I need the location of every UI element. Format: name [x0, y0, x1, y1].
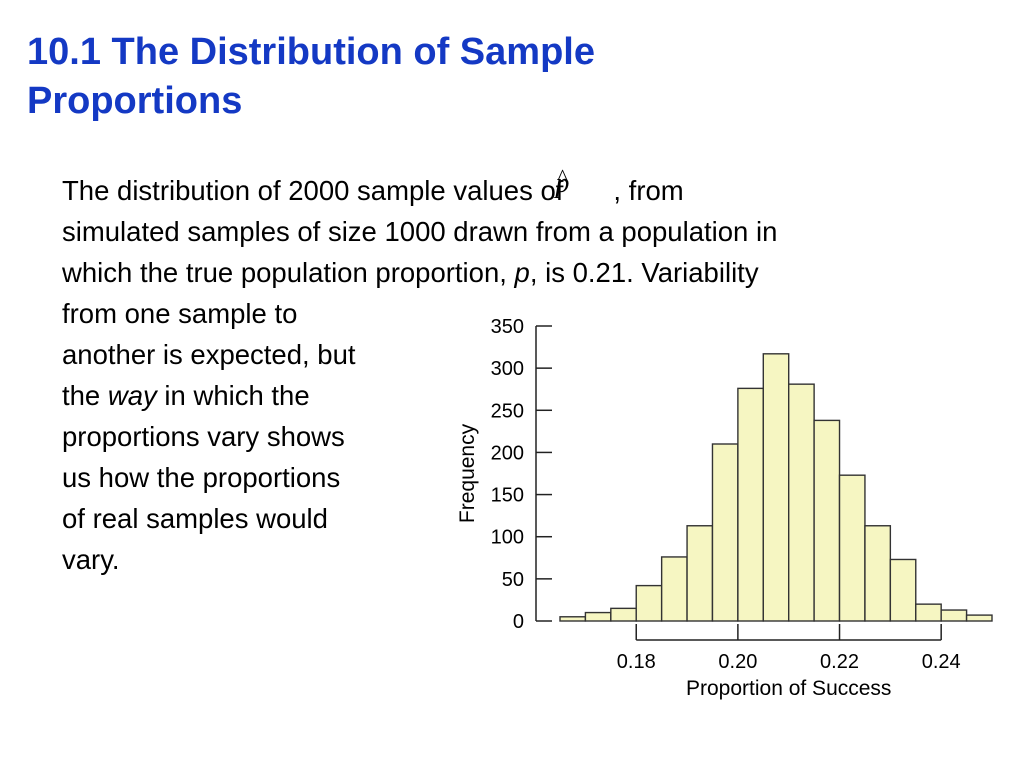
y-tick-label: 0 — [513, 611, 524, 633]
slide-title-line-2: Proportions — [27, 80, 243, 122]
wrap-line-7: vary. — [62, 544, 120, 575]
intro-line-3: which the true population proportion, p,… — [62, 252, 1002, 293]
histogram-bar — [711, 443, 739, 622]
y-tick-label: 50 — [502, 569, 524, 591]
slide-title: 10.1 The Distribution of Sample Proporti… — [27, 28, 747, 126]
p-hat-letter: p — [555, 168, 570, 199]
wrapped-paragraph: from one sample to another is expected, … — [62, 293, 442, 580]
wrap-line-4: proportions vary shows — [62, 421, 345, 452]
histogram-bar — [762, 353, 790, 622]
wrap-line-1: from one sample to — [62, 298, 298, 329]
histogram-bar — [965, 614, 993, 622]
histogram-bar — [813, 419, 841, 622]
histogram-bar — [635, 584, 663, 622]
y-tick-label: 200 — [491, 442, 524, 464]
histogram-bar — [584, 611, 612, 622]
y-tick-label: 350 — [491, 316, 524, 338]
wrap-line-3-b: in which the — [164, 380, 310, 411]
intro-line-3-p: p — [514, 257, 530, 288]
p-hat-symbol: ^ p — [555, 164, 613, 200]
histogram-bar — [838, 474, 866, 622]
y-tick-label: 300 — [491, 358, 524, 380]
y-tick-label: 150 — [491, 485, 524, 507]
intro-text-1: The distribution of 2000 sample values o… — [62, 175, 564, 206]
wrap-line-3: the way in which the — [62, 375, 442, 416]
histogram-bar — [864, 525, 892, 622]
x-axis-label: Proportion of Success — [686, 677, 891, 700]
y-tick-label: 250 — [491, 400, 524, 422]
histogram-bar — [559, 616, 587, 622]
histogram-bar — [889, 558, 917, 622]
x-tick-label: 0.20 — [718, 651, 757, 673]
histogram-bar — [788, 383, 815, 622]
histogram-bars — [559, 353, 993, 622]
wrap-line-3-em: way — [107, 380, 157, 411]
histogram-chart: 0 50 100 150 200 250 300 350 0.18 0.20 0.22 0.24 Pr… — [456, 316, 993, 700]
intro-text-2: , from — [613, 175, 684, 206]
x-tick-label: 0.22 — [820, 651, 859, 673]
intro-paragraph: The distribution of 2000 sample values o… — [62, 164, 1002, 293]
intro-line-3-b: , is 0.21. Variability — [529, 257, 759, 288]
y-tick-label: 100 — [491, 527, 524, 549]
wrap-line-3-a: the — [62, 380, 101, 411]
p-hat-caret: ^ — [557, 164, 568, 189]
histogram-bar — [660, 556, 688, 622]
wrap-line-2: another is expected, but — [62, 339, 356, 370]
x-tick-label: 0.18 — [617, 651, 656, 673]
wrap-line-6: of real samples would — [62, 503, 328, 534]
histogram-bar — [686, 525, 714, 622]
intro-line-2: simulated samples of size 1000 drawn fro… — [62, 216, 778, 247]
histogram-axes: 0 50 100 150 200 250 300 350 0.18 0.20 0.22 0.24 — [491, 316, 961, 673]
histogram-bar — [940, 609, 968, 622]
histogram-bar — [915, 603, 942, 622]
slide-title-line-1: 10.1 The Distribution of Sample — [27, 31, 595, 73]
histogram-bar — [610, 607, 637, 622]
intro-line-3-a: which the true population proportion, — [62, 257, 507, 288]
x-tick-label: 0.24 — [922, 651, 961, 673]
wrap-line-5: us how the proportions — [62, 462, 341, 493]
intro-line-1: The distribution of 2000 sample values o… — [62, 164, 1002, 211]
histogram-bar — [737, 387, 764, 622]
y-axis-label: Frequency — [456, 423, 479, 523]
